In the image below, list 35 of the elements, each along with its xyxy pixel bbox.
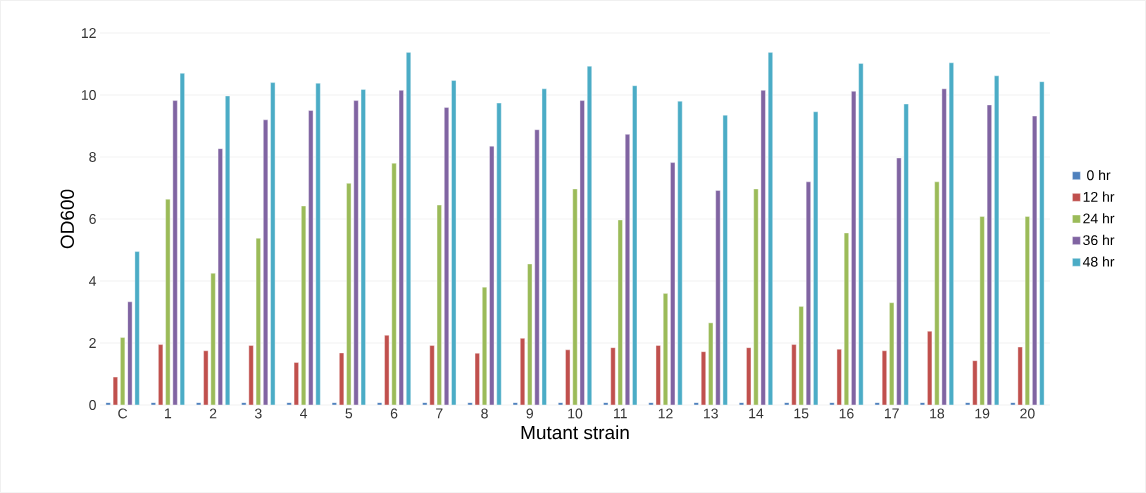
x-tick-label: 12 <box>658 408 673 419</box>
y-tick-label: 10 <box>81 90 96 100</box>
legend-label: 12 hr <box>1083 191 1115 202</box>
x-tick-label: 4 <box>300 408 308 419</box>
legend-label: 0 hr <box>1087 169 1111 181</box>
x-tick-label: 6 <box>390 408 398 419</box>
x-tick-label: 16 <box>839 408 854 419</box>
x-tick-label: 20 <box>1020 408 1035 419</box>
legend-label: 36 hr <box>1083 234 1115 246</box>
y-tick-label: 2 <box>89 338 96 348</box>
x-tick-label: 1 <box>165 408 172 419</box>
x-tick-label: 2 <box>209 408 217 419</box>
x-tick-label: 5 <box>345 408 353 419</box>
x-tick-label: 7 <box>436 408 443 419</box>
x-tick-label: C <box>118 408 128 419</box>
x-tick-label: 15 <box>794 408 809 419</box>
y-tick-label: 8 <box>89 152 96 162</box>
y-tick-label: 6 <box>89 214 96 224</box>
x-tick-label: 17 <box>884 408 899 419</box>
x-tick-label: 18 <box>930 408 945 419</box>
x-tick-label: 9 <box>526 408 533 419</box>
x-tick-label: 14 <box>749 408 764 419</box>
x-tick-label: 19 <box>975 408 990 419</box>
y-axis-title: OD600 <box>60 189 75 249</box>
x-tick-label: 3 <box>254 408 262 419</box>
y-tick-label: 0 <box>89 400 96 410</box>
legend-label: 48 hr <box>1082 256 1115 267</box>
x-tick-label: 11 <box>614 408 627 419</box>
x-tick-label: 13 <box>704 408 718 419</box>
x-tick-label: 8 <box>481 408 488 419</box>
x-tick-label: 10 <box>568 408 583 419</box>
legend-label: 24 hr <box>1083 213 1115 224</box>
y-tick-label: 4 <box>89 276 97 286</box>
y-tick-label: 12 <box>81 28 96 38</box>
x-axis-title: Mutant strain <box>521 425 629 440</box>
